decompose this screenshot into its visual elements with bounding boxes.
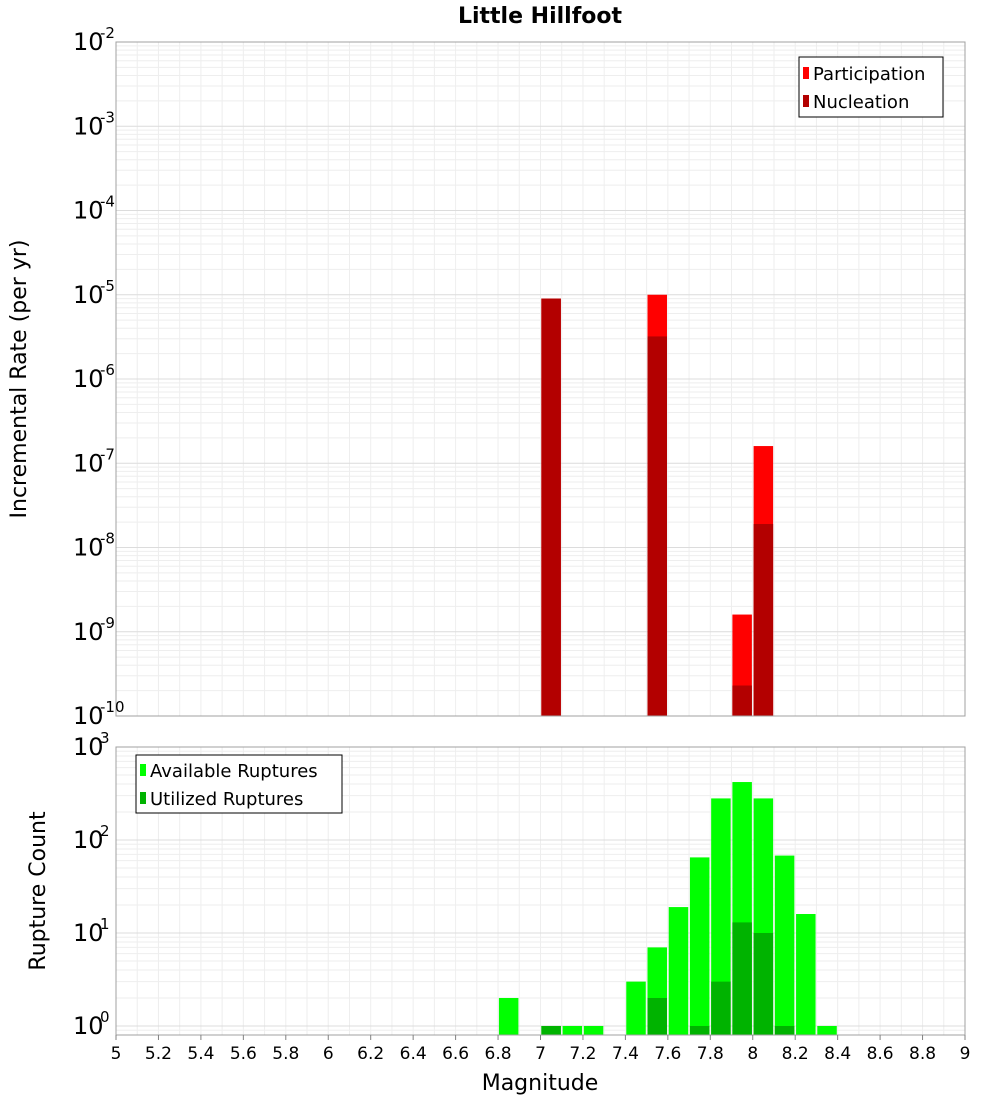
- legend-label-nucleation: Nucleation: [813, 92, 909, 113]
- legend-swatch-available: [140, 764, 146, 776]
- x-tick-label: 6.6: [442, 1044, 469, 1064]
- top-y-axis-label: Incremental Rate (per yr): [7, 240, 32, 519]
- y-tick-label: 10: [73, 365, 104, 393]
- y-tick-exponent: 3: [100, 729, 110, 747]
- bar-secondary: [753, 524, 774, 716]
- bar-secondary: [711, 981, 731, 1035]
- y-tick-exponent: -9: [100, 614, 115, 632]
- x-tick-label: 7.8: [697, 1044, 724, 1064]
- x-tick-label: 8: [747, 1044, 758, 1064]
- legend-swatch-participation: [803, 67, 809, 79]
- legend-label-utilized: Utilized Ruptures: [150, 789, 303, 810]
- x-tick-label: 5.8: [272, 1044, 299, 1064]
- bar-secondary: [541, 298, 561, 716]
- y-tick-exponent: -10: [100, 698, 125, 716]
- y-tick-exponent: 2: [100, 822, 110, 840]
- y-tick-exponent: -4: [100, 193, 115, 211]
- top-grid: [116, 41, 965, 717]
- y-tick-label: 10: [73, 826, 104, 854]
- bottom-legend-box: [135, 754, 343, 814]
- y-tick-label: 10: [73, 1012, 104, 1040]
- top-plot-frame: [115, 41, 966, 717]
- bar-primary: [817, 1025, 837, 1035]
- bar-primary: [668, 907, 689, 1035]
- y-tick-label: 10: [73, 919, 104, 947]
- top-bars: [541, 294, 774, 716]
- y-tick-exponent: 0: [100, 1008, 110, 1026]
- bar-primary: [711, 798, 731, 1035]
- bar-primary: [626, 981, 646, 1035]
- legend-label-available: Available Ruptures: [150, 761, 318, 782]
- x-tick-label: 8.4: [824, 1044, 851, 1064]
- bar-primary: [583, 1025, 604, 1035]
- bottom-bars: [498, 782, 837, 1035]
- y-tick-label: 10: [73, 281, 104, 309]
- y-tick-label: 10: [73, 733, 104, 761]
- chart-title: Little Hillfoot: [458, 4, 623, 29]
- y-tick-exponent: -2: [100, 24, 115, 42]
- bar-primary: [774, 855, 795, 1035]
- x-axis-label: Magnitude: [482, 1071, 599, 1096]
- bar-secondary: [647, 336, 667, 716]
- top-legend: Participation Nucleation: [798, 56, 944, 118]
- y-tick-label: 10: [73, 112, 104, 140]
- legend-label-participation: Participation: [813, 64, 925, 85]
- y-tick-exponent: -5: [100, 277, 115, 295]
- x-tick-label: 8.2: [782, 1044, 809, 1064]
- y-tick-label: 10: [73, 28, 104, 56]
- bottom-legend: Available Ruptures Utilized Ruptures: [135, 754, 343, 814]
- y-tick-exponent: 1: [100, 915, 110, 933]
- x-tick-label: 7.2: [569, 1044, 596, 1064]
- x-tick-label: 6.4: [400, 1044, 427, 1064]
- bar-secondary: [732, 685, 752, 716]
- x-tick-label: 7.6: [654, 1044, 681, 1064]
- bar-secondary: [541, 1025, 561, 1035]
- bar-primary: [689, 857, 710, 1035]
- bar-secondary: [774, 1025, 795, 1035]
- legend-swatch-utilized: [140, 792, 146, 804]
- x-tick-label: 6.8: [485, 1044, 512, 1064]
- x-tick-labels: 5 5.2 5.4 5.6 5.8 6 6.2 6.4 6.6 6.8 7 7.2 7.4 7.6 7.8 8…: [111, 1035, 971, 1064]
- y-tick-exponent: -6: [100, 361, 115, 379]
- x-tick-label: 5.4: [187, 1044, 214, 1064]
- top-legend-box: [798, 56, 944, 118]
- bar-secondary: [689, 1025, 710, 1035]
- bottom-y-axis-label: Rupture Count: [26, 811, 51, 971]
- x-tick-label: 7: [535, 1044, 546, 1064]
- bar-secondary: [753, 932, 774, 1035]
- bar-primary: [796, 914, 816, 1035]
- x-tick-label: 5.6: [230, 1044, 257, 1064]
- x-tick-label: 5.2: [145, 1044, 172, 1064]
- x-tick-label: 8.6: [867, 1044, 894, 1064]
- y-tick-label: 10: [73, 702, 104, 730]
- bar-secondary: [732, 922, 752, 1035]
- x-tick-label: 6: [323, 1044, 334, 1064]
- legend-swatch-nucleation: [803, 95, 809, 107]
- x-tick-label: 7.4: [612, 1044, 639, 1064]
- y-tick-label: 10: [73, 449, 104, 477]
- bar-primary: [498, 997, 519, 1035]
- y-tick-label: 10: [73, 197, 104, 225]
- bar-secondary: [647, 997, 667, 1035]
- y-tick-exponent: -3: [100, 108, 115, 126]
- y-tick-exponent: -7: [100, 445, 115, 463]
- x-tick-label: 5: [111, 1044, 122, 1064]
- x-tick-label: 8.8: [909, 1044, 936, 1064]
- y-tick-exponent: -8: [100, 530, 115, 548]
- x-tick-label: 9: [960, 1044, 971, 1064]
- y-tick-label: 10: [73, 534, 104, 562]
- bar-primary: [562, 1025, 583, 1035]
- x-tick-label: 6.2: [357, 1044, 384, 1064]
- y-tick-label: 10: [73, 618, 104, 646]
